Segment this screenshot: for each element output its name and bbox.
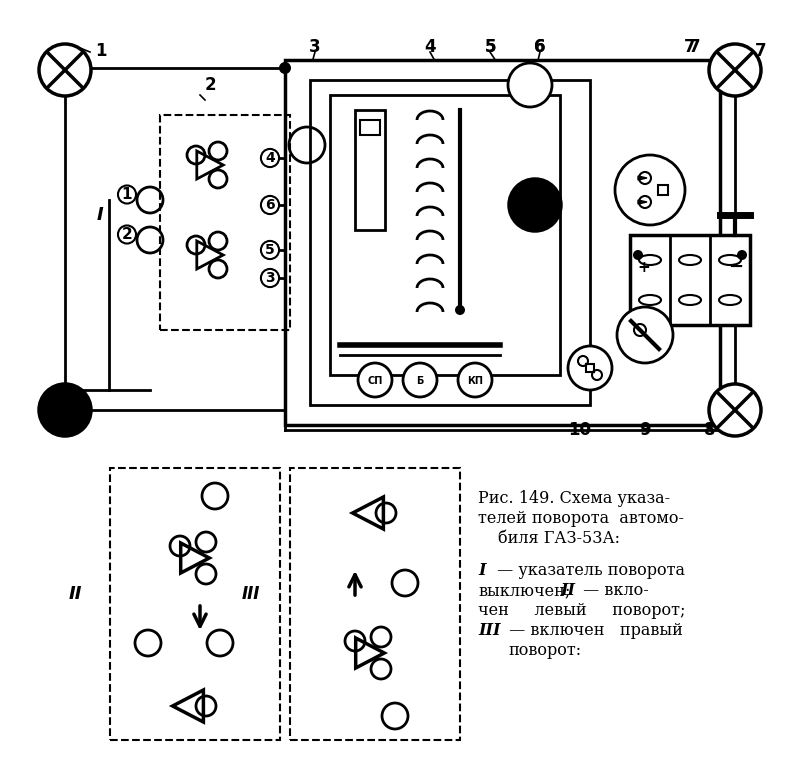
Text: 9: 9 xyxy=(639,421,651,439)
Text: 6: 6 xyxy=(534,38,546,56)
Text: III: III xyxy=(242,585,260,603)
Polygon shape xyxy=(638,200,647,204)
Text: КП: КП xyxy=(467,376,483,386)
Text: Б: Б xyxy=(416,376,424,386)
Text: поворот:: поворот: xyxy=(508,642,581,659)
Text: выключен;: выключен; xyxy=(478,582,570,599)
Text: 5: 5 xyxy=(265,243,275,257)
Text: 7: 7 xyxy=(684,38,696,56)
Bar xyxy=(310,80,590,405)
Text: −: − xyxy=(729,258,743,276)
Circle shape xyxy=(458,363,492,397)
Text: I: I xyxy=(478,562,486,579)
Text: чен     левый     поворот;: чен левый поворот; xyxy=(478,602,686,619)
Circle shape xyxy=(615,155,685,225)
Text: 5: 5 xyxy=(484,38,496,56)
Circle shape xyxy=(709,44,761,96)
Text: 4: 4 xyxy=(265,151,275,165)
Circle shape xyxy=(279,62,291,74)
Bar xyxy=(330,95,560,375)
Text: 7: 7 xyxy=(689,38,701,56)
Circle shape xyxy=(737,250,747,260)
Ellipse shape xyxy=(719,295,741,305)
Bar xyxy=(160,115,290,330)
Text: 10: 10 xyxy=(569,421,591,439)
Circle shape xyxy=(403,363,437,397)
Text: 2: 2 xyxy=(122,227,132,242)
Ellipse shape xyxy=(639,255,661,265)
Circle shape xyxy=(509,179,561,231)
Text: II: II xyxy=(560,582,575,599)
Circle shape xyxy=(508,63,552,107)
Text: биля ГАЗ-53А:: биля ГАЗ-53А: xyxy=(498,530,620,547)
Text: 3: 3 xyxy=(309,38,321,56)
Text: 8: 8 xyxy=(704,421,716,439)
Circle shape xyxy=(617,307,673,363)
Circle shape xyxy=(568,346,612,390)
Circle shape xyxy=(39,44,91,96)
Bar xyxy=(658,185,668,195)
Text: 2: 2 xyxy=(204,76,216,94)
Text: 6: 6 xyxy=(534,38,546,56)
Circle shape xyxy=(358,363,392,397)
Circle shape xyxy=(455,305,465,315)
Text: 1: 1 xyxy=(122,187,132,202)
Text: 1: 1 xyxy=(95,42,106,60)
Ellipse shape xyxy=(679,295,701,305)
Text: III: III xyxy=(478,622,501,639)
Bar xyxy=(630,235,750,325)
Polygon shape xyxy=(638,176,647,180)
Text: СП: СП xyxy=(367,376,382,386)
Text: — вкло-: — вкло- xyxy=(578,582,649,599)
Bar xyxy=(285,60,720,425)
Text: Рис. 149. Схема указа-: Рис. 149. Схема указа- xyxy=(478,490,670,507)
Bar xyxy=(360,120,380,135)
Text: — включен   правый: — включен правый xyxy=(504,622,683,639)
Ellipse shape xyxy=(639,295,661,305)
Bar xyxy=(290,468,460,740)
Text: I: I xyxy=(97,206,103,224)
Text: 6: 6 xyxy=(265,198,275,212)
Ellipse shape xyxy=(679,255,701,265)
Circle shape xyxy=(633,250,643,260)
Text: — указатель поворота: — указатель поворота xyxy=(492,562,685,579)
Text: 7: 7 xyxy=(755,42,766,60)
Circle shape xyxy=(709,384,761,436)
Ellipse shape xyxy=(719,255,741,265)
Circle shape xyxy=(39,384,91,436)
Bar xyxy=(586,364,594,372)
Text: телей поворота  автомо-: телей поворота автомо- xyxy=(478,510,684,527)
Text: +: + xyxy=(638,260,650,274)
Text: 5: 5 xyxy=(484,38,496,56)
Bar xyxy=(355,110,385,230)
Text: 3: 3 xyxy=(265,271,275,285)
Text: II: II xyxy=(69,585,82,603)
Text: 4: 4 xyxy=(424,38,436,56)
Bar xyxy=(110,468,280,740)
